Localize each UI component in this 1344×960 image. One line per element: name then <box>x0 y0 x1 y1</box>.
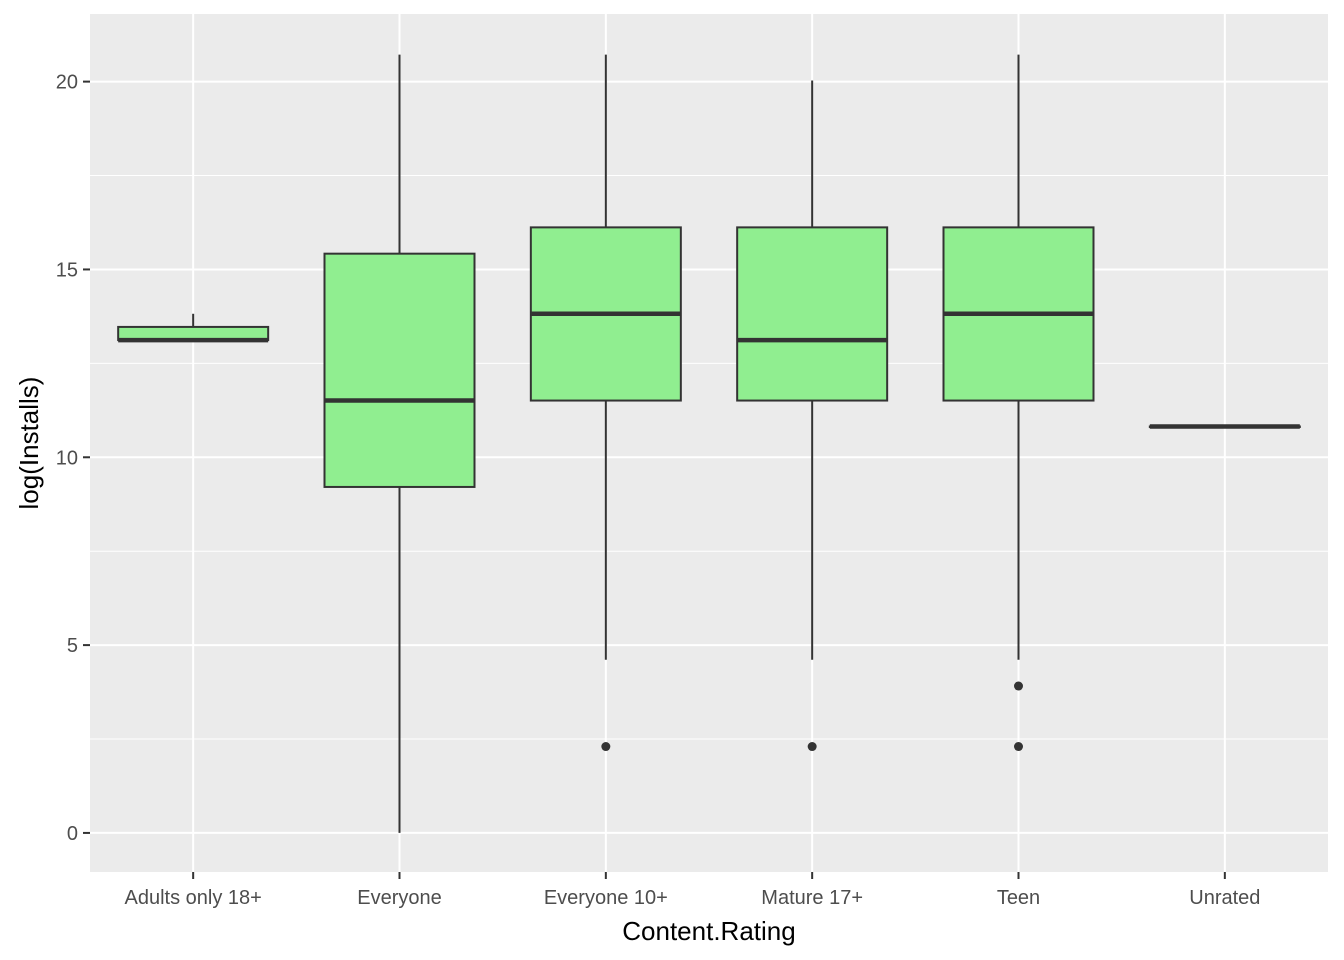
x-tick-label: Teen <box>997 887 1040 909</box>
outlier-point <box>1014 681 1023 691</box>
y-tick-label: 15 <box>56 259 78 281</box>
x-tick-label: Unrated <box>1189 887 1260 909</box>
box-3 <box>736 80 889 752</box>
box-1 <box>323 54 476 833</box>
outlier-point <box>807 742 817 752</box>
x-tick-label: Everyone 10+ <box>544 887 668 909</box>
box-iqr <box>323 252 476 488</box>
outlier-point <box>601 742 611 752</box>
y-axis-title: log(Installs) <box>14 377 44 510</box>
outlier-point <box>1014 742 1023 752</box>
x-axis: Adults only 18+ Everyone Everyone 10+ Matur… <box>125 872 1260 909</box>
box-4 <box>942 54 1095 752</box>
x-tick-label: Everyone <box>357 887 442 909</box>
box-5 <box>1148 424 1301 429</box>
x-tick-label: Mature 17+ <box>761 887 863 909</box>
box-0 <box>117 313 270 343</box>
y-tick-label: 10 <box>56 447 78 469</box>
y-tick-label: 0 <box>67 823 78 845</box>
box-iqr <box>736 226 889 402</box>
x-axis-title: Content.Rating <box>622 916 795 946</box>
x-tick-label: Adults only 18+ <box>125 887 262 909</box>
box-2 <box>529 54 682 752</box>
y-tick-label: 20 <box>56 72 78 94</box>
plot-panel <box>90 14 1328 872</box>
y-axis: 0 5 10 15 20 <box>56 72 90 845</box>
y-tick-label: 5 <box>67 635 78 657</box>
boxes <box>117 54 1301 833</box>
